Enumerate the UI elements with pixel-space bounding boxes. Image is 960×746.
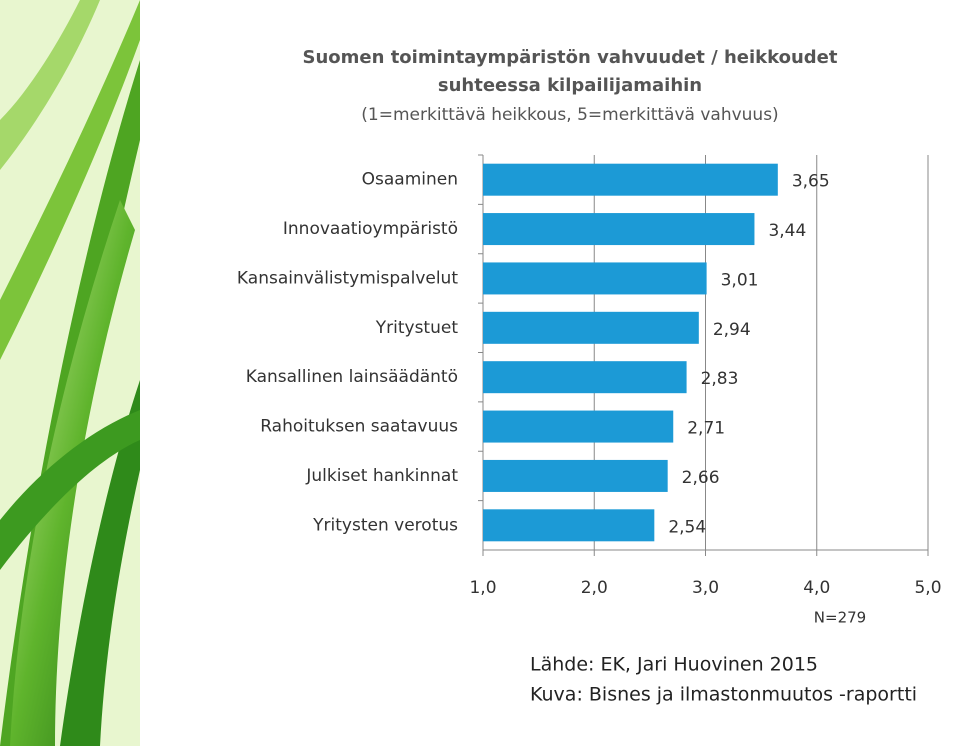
annotation: N=279: [814, 609, 866, 627]
chart-subtitle: (1=merkittävä heikkous, 5=merkittävä vah…: [361, 105, 778, 125]
value-label: 2,54: [668, 517, 706, 537]
source-line: Kuva: Bisnes ja ilmastonmuutos -raportti: [530, 684, 917, 706]
value-label: 2,83: [701, 369, 739, 389]
x-tick-label: 5,0: [914, 578, 941, 598]
bar: [483, 311, 699, 344]
x-tick-label: 4,0: [803, 578, 830, 598]
value-label: 3,44: [768, 221, 806, 241]
x-tick-label: 2,0: [581, 578, 608, 598]
value-label: 2,66: [682, 468, 720, 488]
y-tick-label: Kansallinen lainsäädäntö: [246, 367, 458, 387]
chart-title: Suomen toimintaympäristön vahvuudet / he…: [303, 47, 838, 68]
value-label: 3,65: [792, 172, 830, 192]
bar: [483, 509, 655, 542]
y-tick-label: Kansainvälistymispalvelut: [237, 268, 458, 288]
y-tick-label: Rahoituksen saatavuus: [260, 417, 458, 437]
value-label: 2,94: [713, 320, 751, 340]
bar: [483, 361, 687, 394]
bar: [483, 459, 668, 492]
y-tick-label: Innovaatioympäristö: [283, 219, 458, 239]
bar: [483, 262, 707, 295]
bar: [483, 213, 755, 246]
x-tick-label: 1,0: [469, 578, 496, 598]
y-tick-label: Osaaminen: [362, 170, 458, 190]
value-label: 2,71: [687, 419, 725, 439]
source-line: Lähde: EK, Jari Huovinen 2015: [530, 654, 818, 676]
value-label: 3,01: [721, 270, 759, 290]
bar: [483, 163, 778, 196]
y-tick-label: Julkiset hankinnat: [305, 466, 458, 486]
bar: [483, 410, 674, 443]
x-tick-label: 3,0: [692, 578, 719, 598]
chart-title: suhteessa kilpailijamaihin: [438, 75, 702, 96]
y-tick-label: Yritysten verotus: [312, 515, 458, 535]
grass-decoration: [0, 0, 140, 746]
y-tick-label: Yritystuet: [375, 318, 459, 338]
